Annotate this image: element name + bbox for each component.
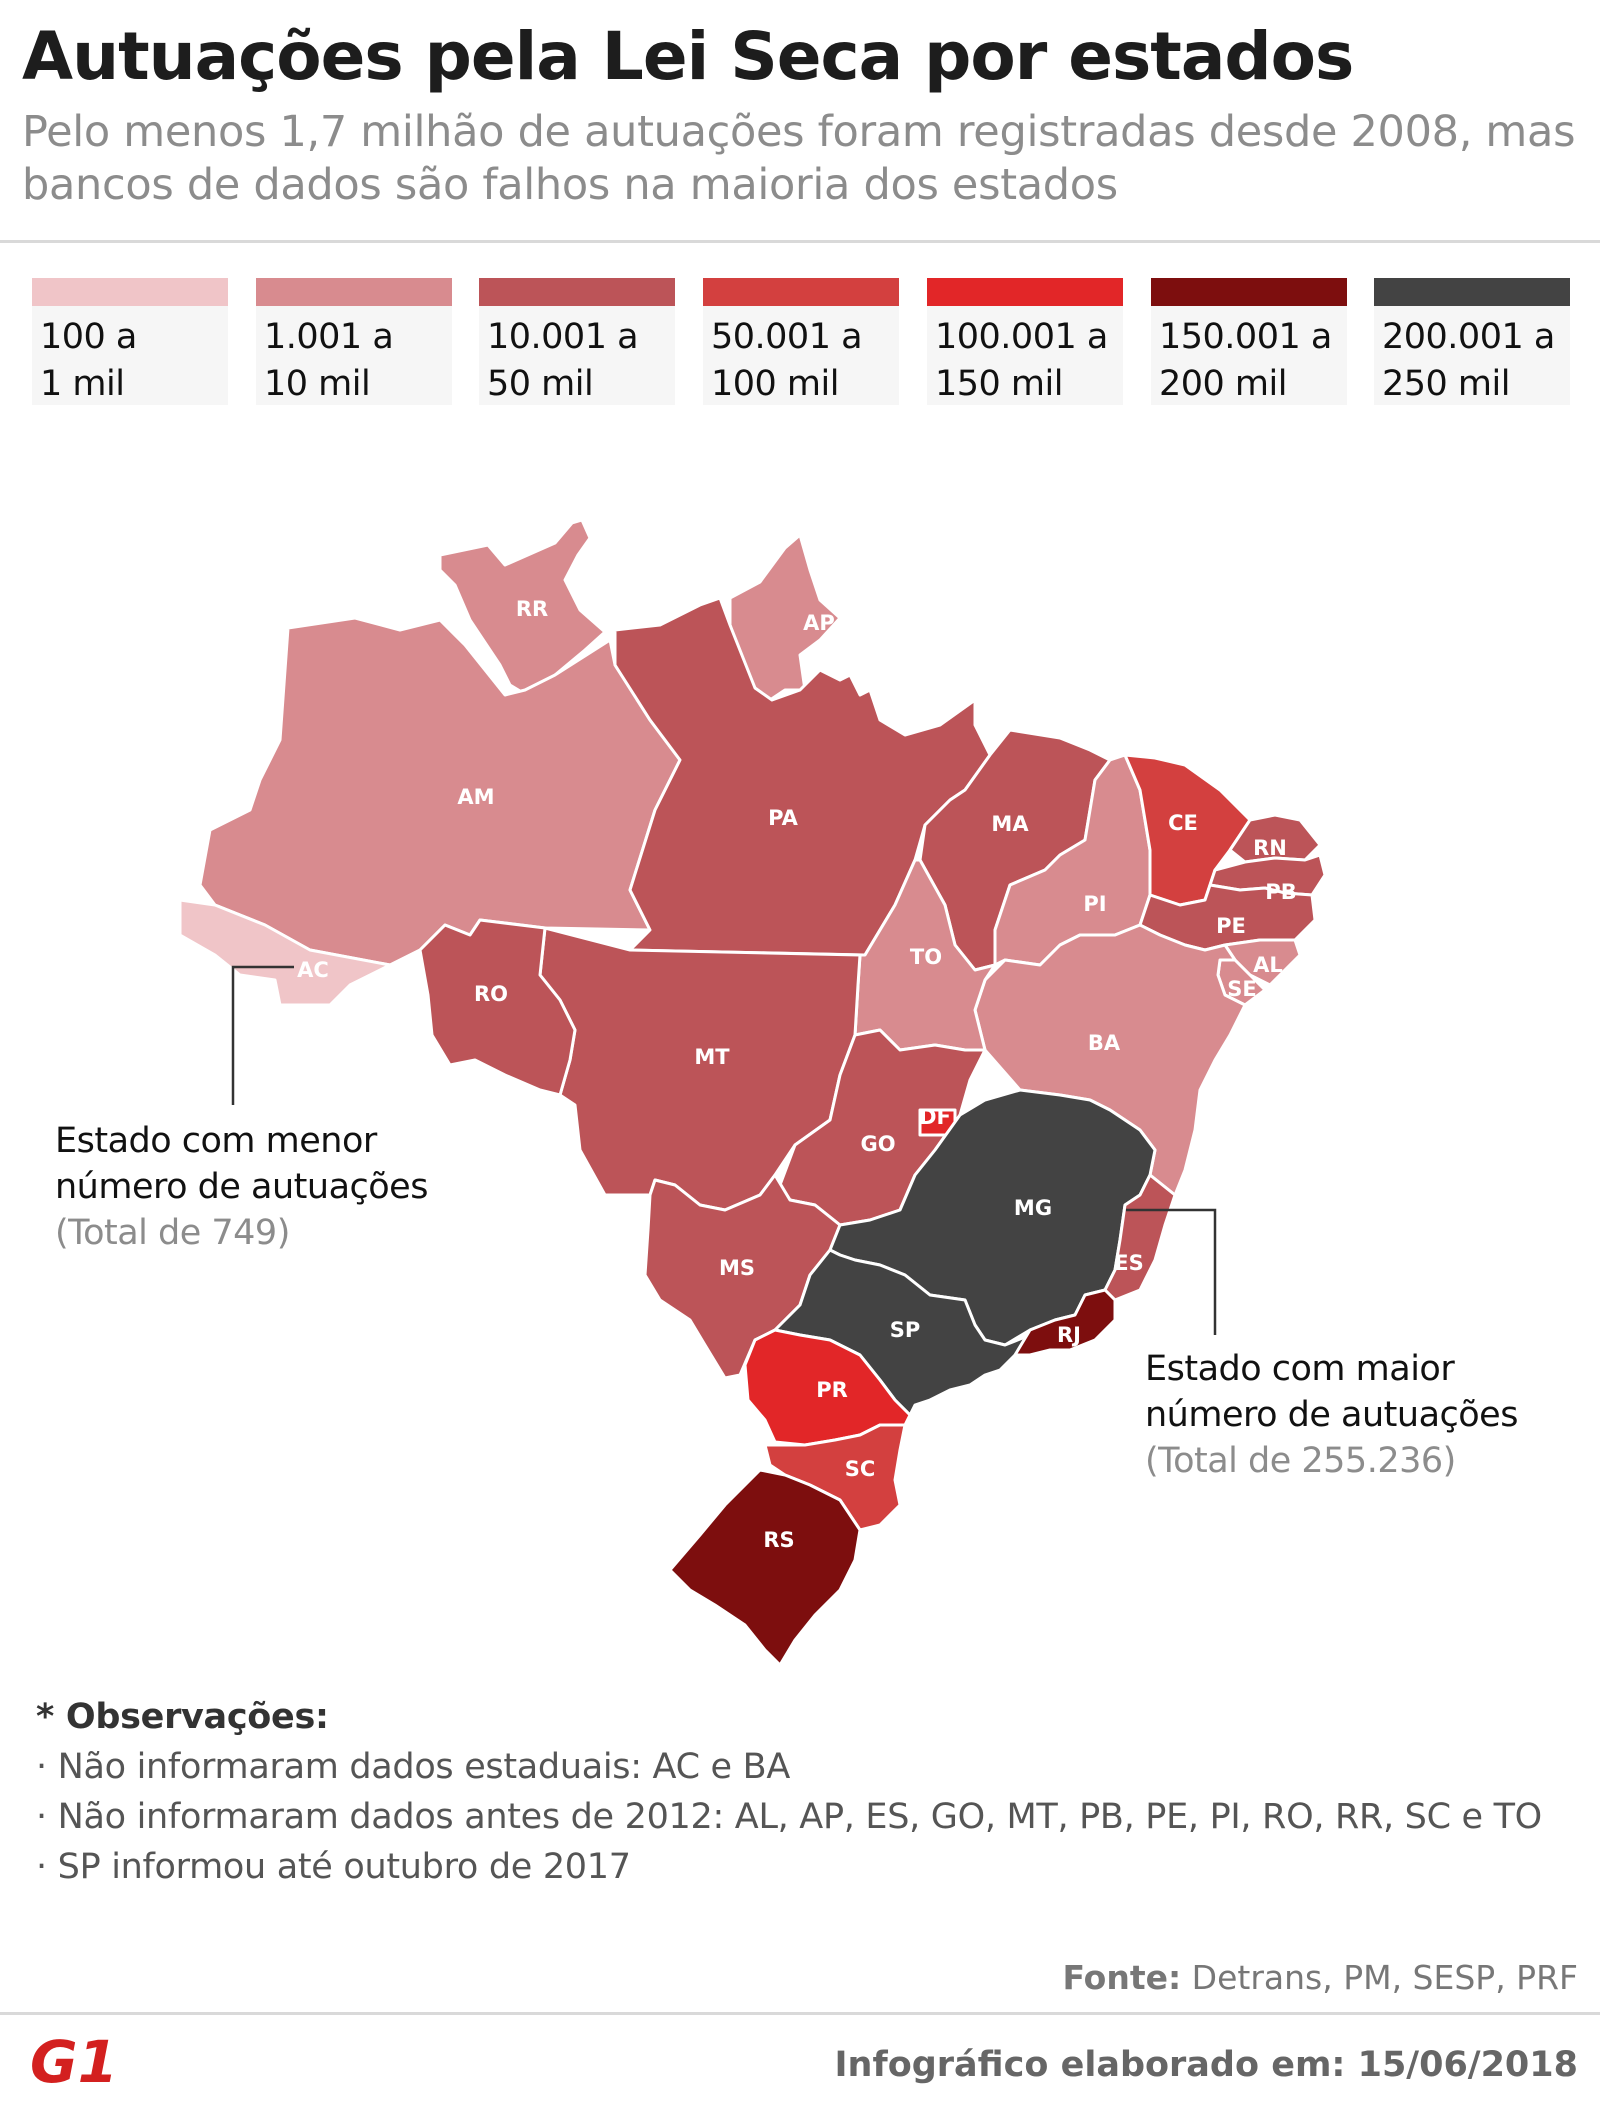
state-label-MA: MA (991, 812, 1029, 836)
state-ES (1103, 1173, 1177, 1302)
callout-max: Estado com maior número de autuações (To… (1145, 1346, 1518, 1484)
legend-label: 250 mil (1382, 364, 1510, 404)
note-item: · Não informaram dados antes de 2012: AL… (36, 1797, 1542, 1837)
state-label-RJ: RJ (1057, 1323, 1081, 1347)
state-RS (668, 1468, 862, 1667)
legend-label: 100.001 a (935, 317, 1108, 357)
state-label-PI: PI (1083, 892, 1106, 916)
state-label-AL: AL (1253, 953, 1283, 977)
source-label: Fonte: (1062, 1958, 1182, 1997)
state-label-SC: SC (845, 1457, 876, 1481)
page-subtitle: Pelo menos 1,7 milhão de autuações foram… (22, 107, 1576, 210)
bottom-divider (0, 2012, 1600, 2015)
state-RR (438, 518, 607, 702)
source-text: Detrans, PM, SESP, PRF (1181, 1958, 1578, 1997)
footer-date: Infográfico elaborado em: 15/06/2018 (834, 2045, 1578, 2085)
legend-swatch (703, 278, 899, 306)
legend-label: 10 mil (264, 364, 371, 404)
callout-max-line1: Estado com maior (1145, 1349, 1455, 1389)
state-label-RS: RS (763, 1528, 794, 1552)
state-label-GO: GO (860, 1132, 895, 1156)
legend-label: 150 mil (935, 364, 1063, 404)
callout-min: Estado com menor número de autuações (To… (55, 1118, 428, 1256)
legend-swatch (32, 278, 228, 306)
legend-item-7: 200.001 a 250 mil (1374, 278, 1570, 405)
top-divider (0, 240, 1600, 243)
state-label-PA: PA (768, 806, 798, 830)
note-item: · SP informou até outubro de 2017 (36, 1847, 631, 1887)
page-title: Autuações pela Lei Seca por estados (22, 18, 1354, 95)
state-RO (418, 918, 577, 1097)
source: Fonte: Detrans, PM, SESP, PRF (1062, 1958, 1578, 1997)
callout-min-line1: Estado com menor (55, 1121, 377, 1161)
g1-logo-text: G1 (30, 2030, 118, 2088)
state-PA (613, 596, 992, 957)
state-label-PB: PB (1265, 880, 1296, 904)
callout-max-line2: número de autuações (1145, 1395, 1518, 1435)
state-label-MT: MT (694, 1045, 730, 1069)
callout-min-line2: número de autuações (55, 1167, 428, 1207)
state-label-DF: DF (919, 1105, 951, 1129)
legend-label: 10.001 a (487, 317, 639, 357)
state-label-MG: MG (1014, 1196, 1052, 1220)
legend-label: 50 mil (487, 364, 594, 404)
legend-label: 100 a (40, 317, 137, 357)
callout-line-max (1126, 1208, 1217, 1335)
legend-item-2: 1.001 a 10 mil (256, 278, 452, 405)
legend-label: 200.001 a (1382, 317, 1555, 357)
legend-swatch (256, 278, 452, 306)
legend-item-3: 10.001 a 50 mil (479, 278, 675, 405)
state-label-RO: RO (474, 982, 508, 1006)
state-label-BA: BA (1088, 1031, 1121, 1055)
state-label-AP: AP (803, 611, 835, 635)
notes: * Observações: · Não informaram dados es… (36, 1692, 1542, 1892)
legend-swatch (1151, 278, 1347, 306)
legend-label: 1 mil (40, 364, 125, 404)
legend-label: 100 mil (711, 364, 839, 404)
note-item: · Não informaram dados estaduais: AC e B… (36, 1747, 790, 1787)
state-RJ (1013, 1288, 1117, 1357)
legend-item-4: 50.001 a 100 mil (703, 278, 899, 405)
legend-swatch (479, 278, 675, 306)
state-label-SE: SE (1227, 977, 1256, 1001)
legend-swatch (1374, 278, 1570, 306)
state-label-AM: AM (457, 785, 494, 809)
state-AM (198, 616, 682, 967)
state-label-TO: TO (910, 945, 942, 969)
state-AC (178, 898, 392, 1007)
state-label-RR: RR (516, 597, 548, 621)
callout-max-total: (Total de 255.236) (1145, 1441, 1456, 1481)
legend-label: 200 mil (1159, 364, 1287, 404)
legend-item-6: 150.001 a 200 mil (1151, 278, 1347, 405)
state-label-RN: RN (1253, 836, 1287, 860)
legend-item-1: 100 a 1 mil (32, 278, 228, 405)
state-label-SP: SP (890, 1318, 921, 1342)
legend-label: 150.001 a (1159, 317, 1332, 357)
state-label-PR: PR (816, 1378, 848, 1402)
state-label-CE: CE (1168, 811, 1198, 835)
legend-swatch (927, 278, 1123, 306)
legend-item-5: 100.001 a 150 mil (927, 278, 1123, 405)
g1-logo: G1 (30, 2030, 118, 2088)
state-label-AC: AC (297, 958, 329, 982)
state-label-PE: PE (1216, 914, 1246, 938)
state-label-MS: MS (719, 1256, 755, 1280)
state-label-ES: ES (1114, 1251, 1143, 1275)
notes-heading: * Observações: (36, 1697, 329, 1737)
callout-line-min (231, 965, 294, 1105)
legend-label: 1.001 a (264, 317, 394, 357)
callout-min-total: (Total de 749) (55, 1213, 290, 1253)
legend-label: 50.001 a (711, 317, 863, 357)
